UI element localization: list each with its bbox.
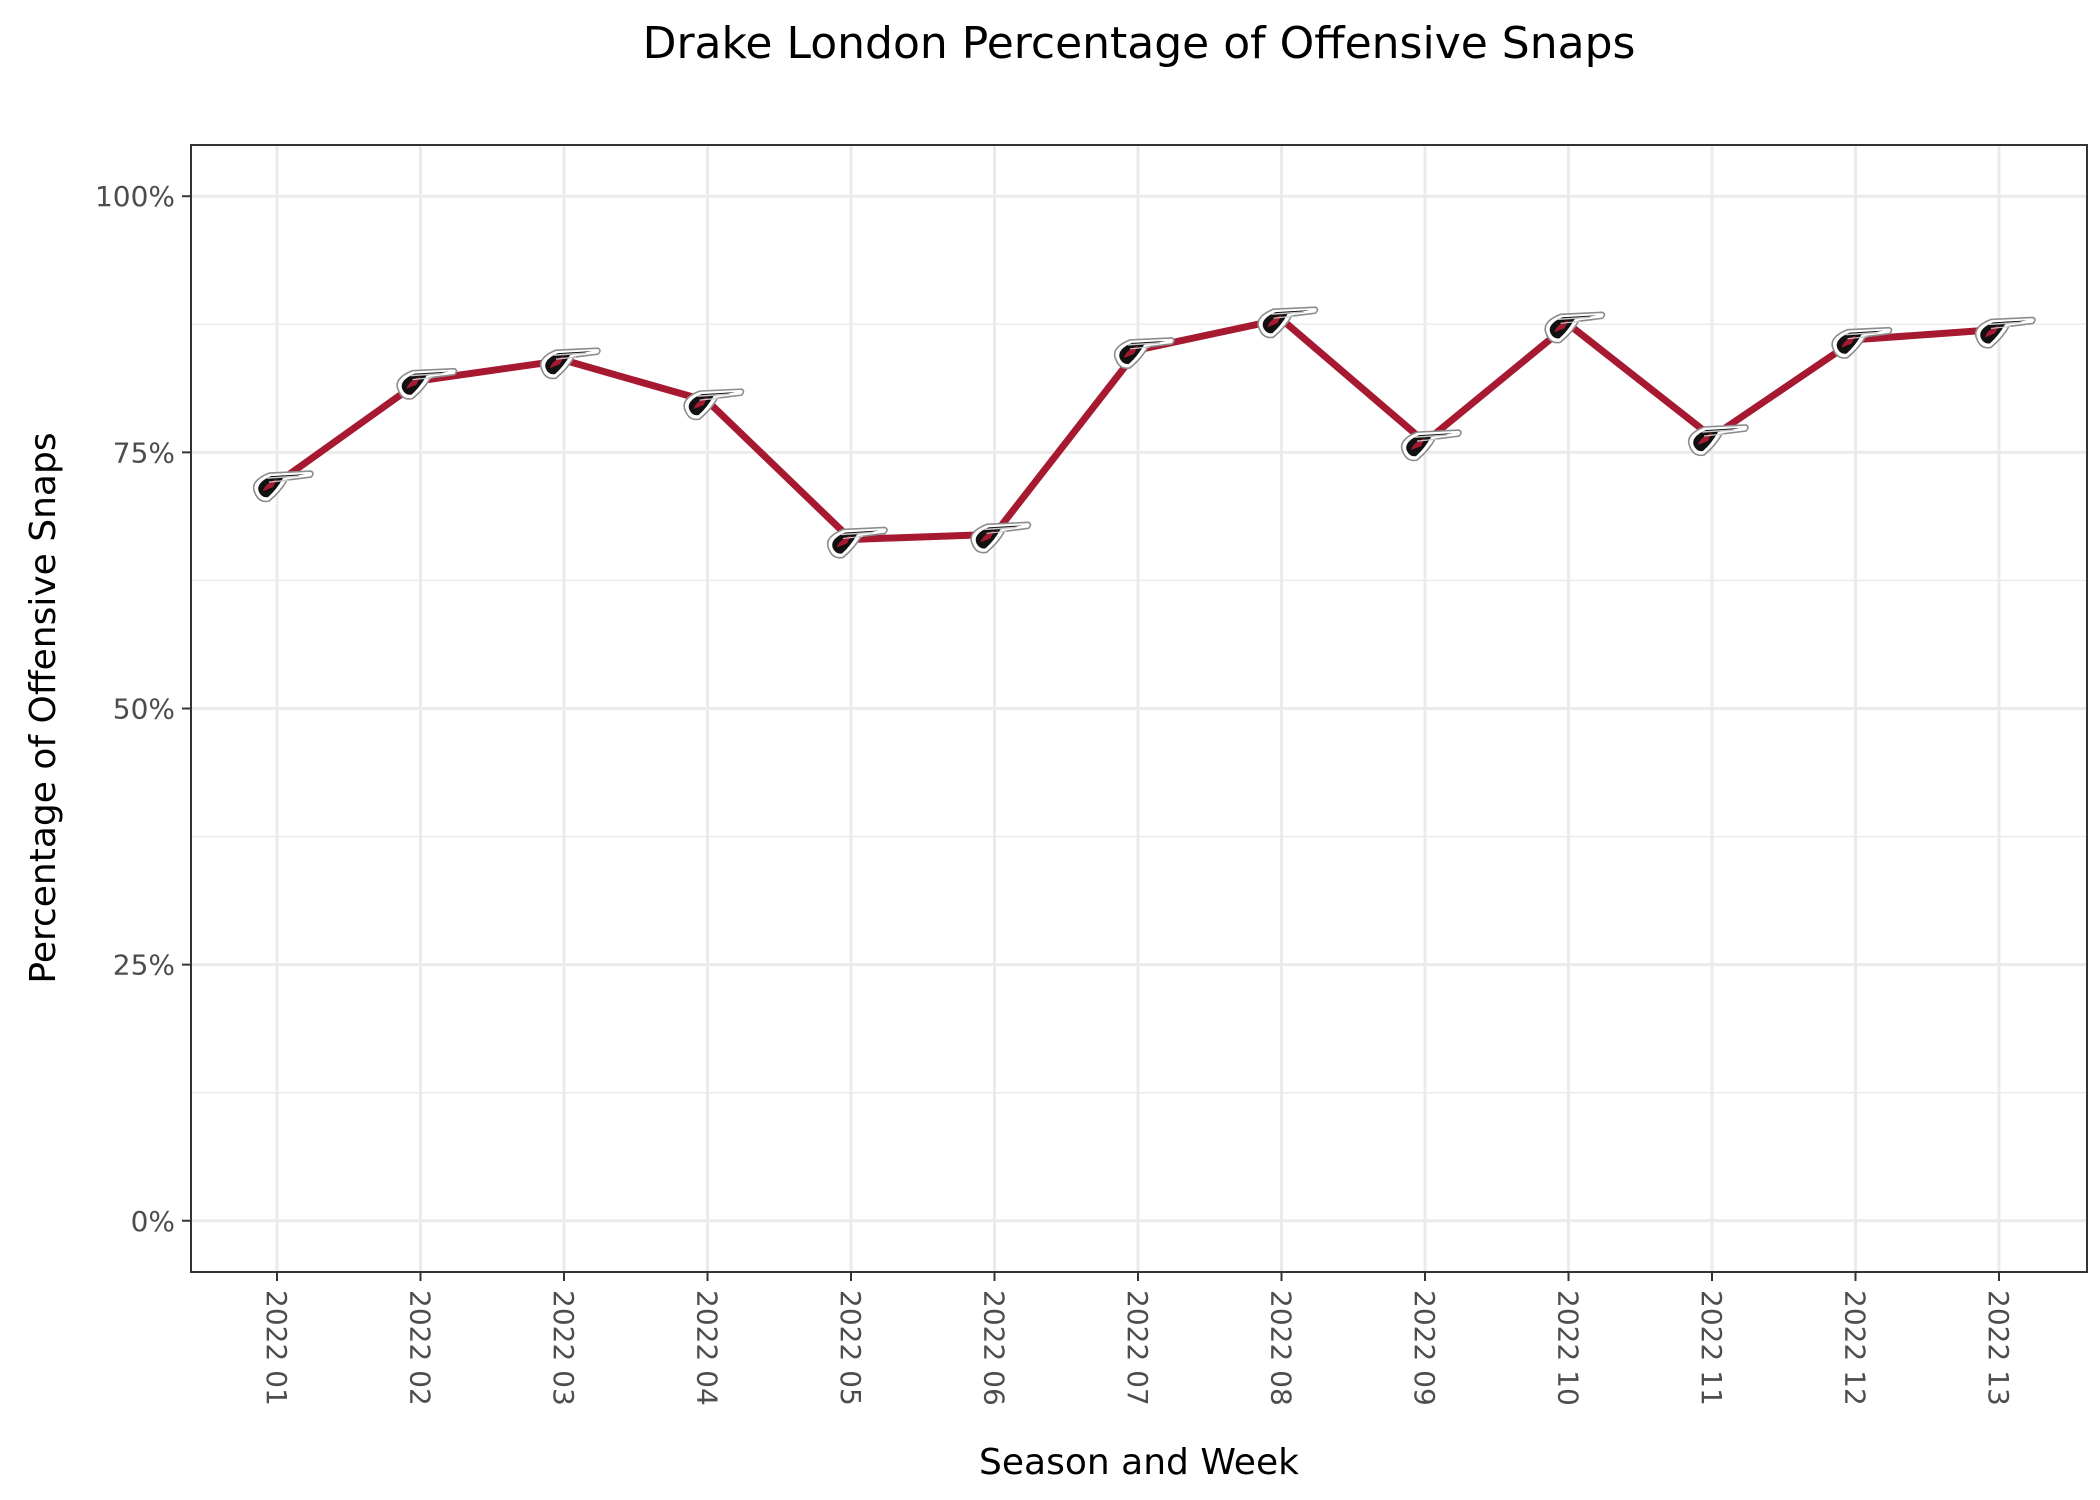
logo-body — [258, 474, 305, 498]
data-point-falcons-logo-icon — [1544, 311, 1606, 344]
logo-stripe — [1558, 316, 1591, 321]
y-tick-label: 25% — [113, 949, 175, 982]
x-tick-label: 2022 05 — [834, 1290, 867, 1406]
x-tick-label: 2022 04 — [691, 1290, 724, 1406]
x-tick-label: 2022 01 — [260, 1290, 293, 1406]
logo-stripe — [986, 530, 1007, 534]
x-tick-label: 2022 02 — [404, 1290, 437, 1406]
logo-stripe — [268, 479, 290, 483]
logo-stripe — [1560, 320, 1581, 324]
x-tick-label: 2022 08 — [1265, 1290, 1298, 1406]
x-tick-label: 2022 12 — [1839, 1290, 1872, 1406]
logo-stripe — [1273, 315, 1294, 319]
logo-stripe — [1990, 325, 2012, 330]
data-point-falcons-logo-icon — [1687, 424, 1749, 457]
chart-title: Drake London Percentage of Offensive Sna… — [643, 18, 1636, 69]
logo-stripe — [984, 526, 1017, 531]
logo-body — [975, 525, 1023, 549]
logo-stripe — [1703, 433, 1725, 437]
x-tick-label: 2022 09 — [1408, 1290, 1441, 1406]
x-tick-label: 2022 10 — [1552, 1290, 1585, 1406]
logo-body — [1980, 320, 2027, 344]
data-point-falcons-logo-icon — [1400, 429, 1462, 462]
logo-stripe — [553, 352, 587, 356]
logo-stripe — [697, 393, 730, 397]
data-point-falcons-logo-icon — [970, 521, 1032, 554]
logo-stripe — [699, 397, 720, 401]
logo-body — [1549, 315, 1597, 339]
y-tick-label: 75% — [113, 436, 175, 469]
grid-lines — [191, 145, 2087, 1272]
logo-stripe — [1847, 336, 1868, 340]
logo-body — [1836, 330, 1884, 354]
data-point-falcons-logo-icon — [1257, 306, 1319, 339]
series-layer — [252, 306, 2036, 559]
logo-body — [832, 530, 879, 554]
logo-stripe — [266, 475, 300, 479]
x-tick-label: 2022 07 — [1121, 1290, 1154, 1406]
logo-stripe — [1988, 321, 2022, 326]
logo-stripe — [412, 377, 433, 381]
data-point-falcons-logo-icon — [683, 388, 745, 421]
logo-stripe — [1414, 434, 1448, 438]
y-tick-label: 100% — [95, 180, 175, 213]
x-axis-title: Season and Week — [979, 1442, 1299, 1483]
logo-body — [401, 371, 449, 395]
data-point-falcons-logo-icon — [1974, 316, 2036, 349]
x-tick-label: 2022 13 — [1982, 1290, 2015, 1406]
x-tick-label: 2022 03 — [547, 1290, 580, 1406]
logo-body — [1119, 340, 1166, 365]
logo-stripe — [842, 535, 864, 540]
logo-stripe — [1129, 346, 1151, 350]
data-point-falcons-logo-icon — [396, 367, 458, 400]
y-tick-label: 0% — [131, 1205, 175, 1238]
logo-stripe — [555, 356, 577, 360]
logo-stripe — [410, 372, 443, 377]
logo-body — [1406, 433, 1453, 457]
x-tick-label: 2022 06 — [978, 1290, 1011, 1406]
data-point-falcons-logo-icon — [252, 470, 314, 503]
logo-stripe — [840, 531, 874, 536]
y-tick-label: 50% — [113, 693, 175, 726]
axes: 0% 25% 50% 75% 100% 2022 01 2022 02 2022 03 2022… — [95, 180, 2015, 1406]
logo-body — [1693, 427, 1740, 452]
data-point-falcons-logo-icon — [1831, 326, 1893, 359]
logo-body — [1262, 310, 1310, 334]
x-tick-label: 2022 11 — [1695, 1290, 1728, 1406]
logo-stripe — [1127, 342, 1161, 346]
data-point-falcons-logo-icon — [826, 526, 888, 559]
data-point-falcons-logo-icon — [539, 347, 601, 380]
logo-body — [545, 351, 592, 375]
y-axis-title: Percentage of Offensive Snaps — [23, 432, 64, 983]
logo-stripe — [1701, 429, 1735, 433]
data-point-falcons-logo-icon — [1113, 337, 1175, 370]
logo-body — [688, 392, 736, 416]
logo-stripe — [1845, 331, 1878, 336]
logo-stripe — [1271, 311, 1304, 315]
logo-stripe — [1416, 438, 1438, 442]
